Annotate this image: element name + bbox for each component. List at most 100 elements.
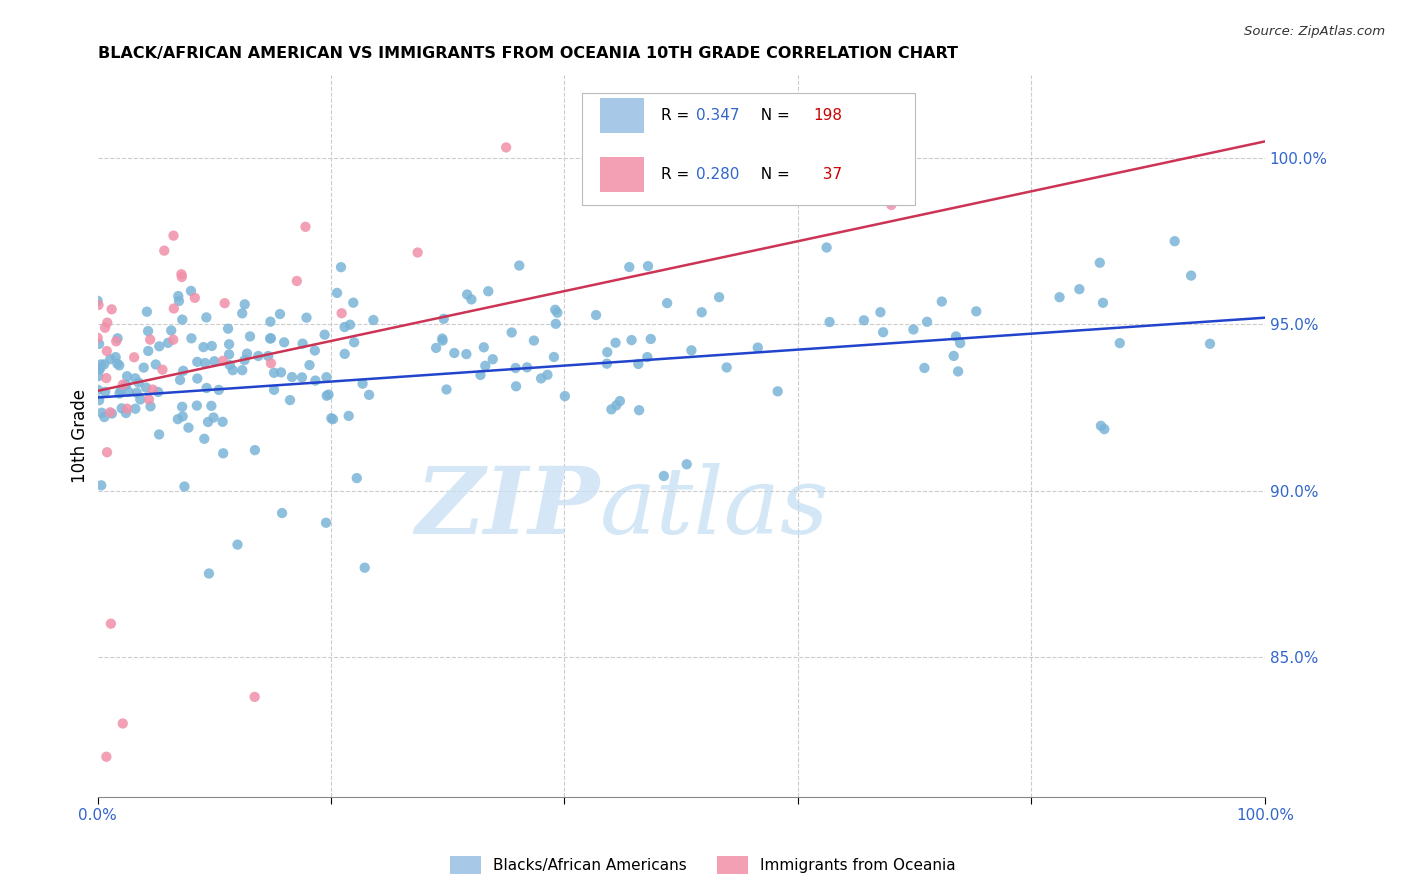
Point [270, 365, 292, 379]
Point [86, 331, 108, 345]
Point [243, 690, 266, 704]
Point [236, 346, 259, 360]
Point [1088, 256, 1111, 270]
Point [156, 335, 179, 350]
Point [163, 301, 186, 316]
Point [505, 361, 527, 376]
Point [172, 409, 194, 424]
Point [93, 358, 115, 372]
Point [135, 381, 157, 395]
Point [278, 393, 301, 408]
Point [304, 374, 326, 388]
Point [136, 324, 159, 338]
Point [815, 240, 838, 254]
Point [675, 458, 697, 472]
Point [495, 140, 517, 154]
Point [96, 316, 118, 330]
Point [167, 293, 190, 308]
Point [605, 398, 627, 412]
Point [138, 392, 160, 407]
Point [637, 259, 659, 273]
Point [96, 749, 118, 764]
Point [620, 333, 643, 347]
Point [596, 357, 619, 371]
Point [177, 420, 200, 434]
Point [655, 296, 678, 310]
Bar [599, 98, 644, 133]
Point [609, 394, 631, 409]
Point [530, 371, 553, 385]
Point [652, 469, 675, 483]
Point [707, 290, 730, 304]
Point [501, 326, 523, 340]
Point [257, 349, 280, 363]
Point [605, 335, 627, 350]
Point [233, 297, 256, 311]
Text: R =: R = [661, 167, 695, 182]
Point [747, 341, 769, 355]
Point [585, 308, 607, 322]
Point [208, 383, 231, 397]
Point [343, 335, 366, 350]
Point [298, 358, 321, 372]
Point [544, 302, 567, 317]
Point [104, 350, 127, 364]
Point [98, 405, 121, 419]
Point [111, 401, 134, 416]
Point [472, 340, 495, 354]
Point [139, 333, 162, 347]
Text: 0.347: 0.347 [696, 108, 740, 123]
Point [433, 311, 456, 326]
Point [600, 402, 623, 417]
Point [352, 376, 374, 391]
Point [153, 244, 176, 258]
Point [315, 389, 337, 403]
Point [554, 389, 576, 403]
FancyBboxPatch shape [582, 93, 915, 205]
Point [315, 516, 337, 530]
Y-axis label: 10th Grade: 10th Grade [72, 389, 89, 483]
Point [536, 368, 558, 382]
Point [222, 363, 245, 377]
Point [195, 381, 218, 395]
Point [945, 329, 967, 343]
Point [342, 295, 364, 310]
Point [363, 313, 385, 327]
Point [231, 363, 253, 377]
Point [136, 343, 159, 358]
Point [212, 446, 235, 460]
Point [1199, 336, 1222, 351]
Point [425, 341, 447, 355]
Point [247, 349, 270, 363]
Point [628, 403, 651, 417]
Point [173, 479, 195, 493]
Point [186, 355, 208, 369]
Point [931, 294, 953, 309]
Point [330, 260, 353, 274]
Point [346, 471, 368, 485]
Point [330, 306, 353, 320]
Point [194, 356, 217, 370]
Point [96, 371, 118, 385]
Point [1091, 295, 1114, 310]
Point [315, 370, 337, 384]
Legend: Blacks/African Americans, Immigrants from Oceania: Blacks/African Americans, Immigrants fro… [450, 856, 956, 873]
Point [314, 327, 336, 342]
Point [477, 285, 499, 299]
Text: atlas: atlas [599, 463, 830, 553]
Point [87, 383, 110, 397]
Point [326, 285, 349, 300]
Point [443, 346, 465, 360]
Point [872, 325, 894, 339]
Text: 37: 37 [813, 167, 842, 182]
Point [107, 331, 129, 345]
Point [432, 332, 454, 346]
Point [716, 360, 738, 375]
Point [318, 387, 340, 401]
Point [233, 353, 256, 368]
Point [115, 377, 138, 392]
Point [281, 370, 304, 384]
Point [89, 362, 111, 376]
Point [169, 373, 191, 387]
Text: R =: R = [661, 108, 695, 123]
